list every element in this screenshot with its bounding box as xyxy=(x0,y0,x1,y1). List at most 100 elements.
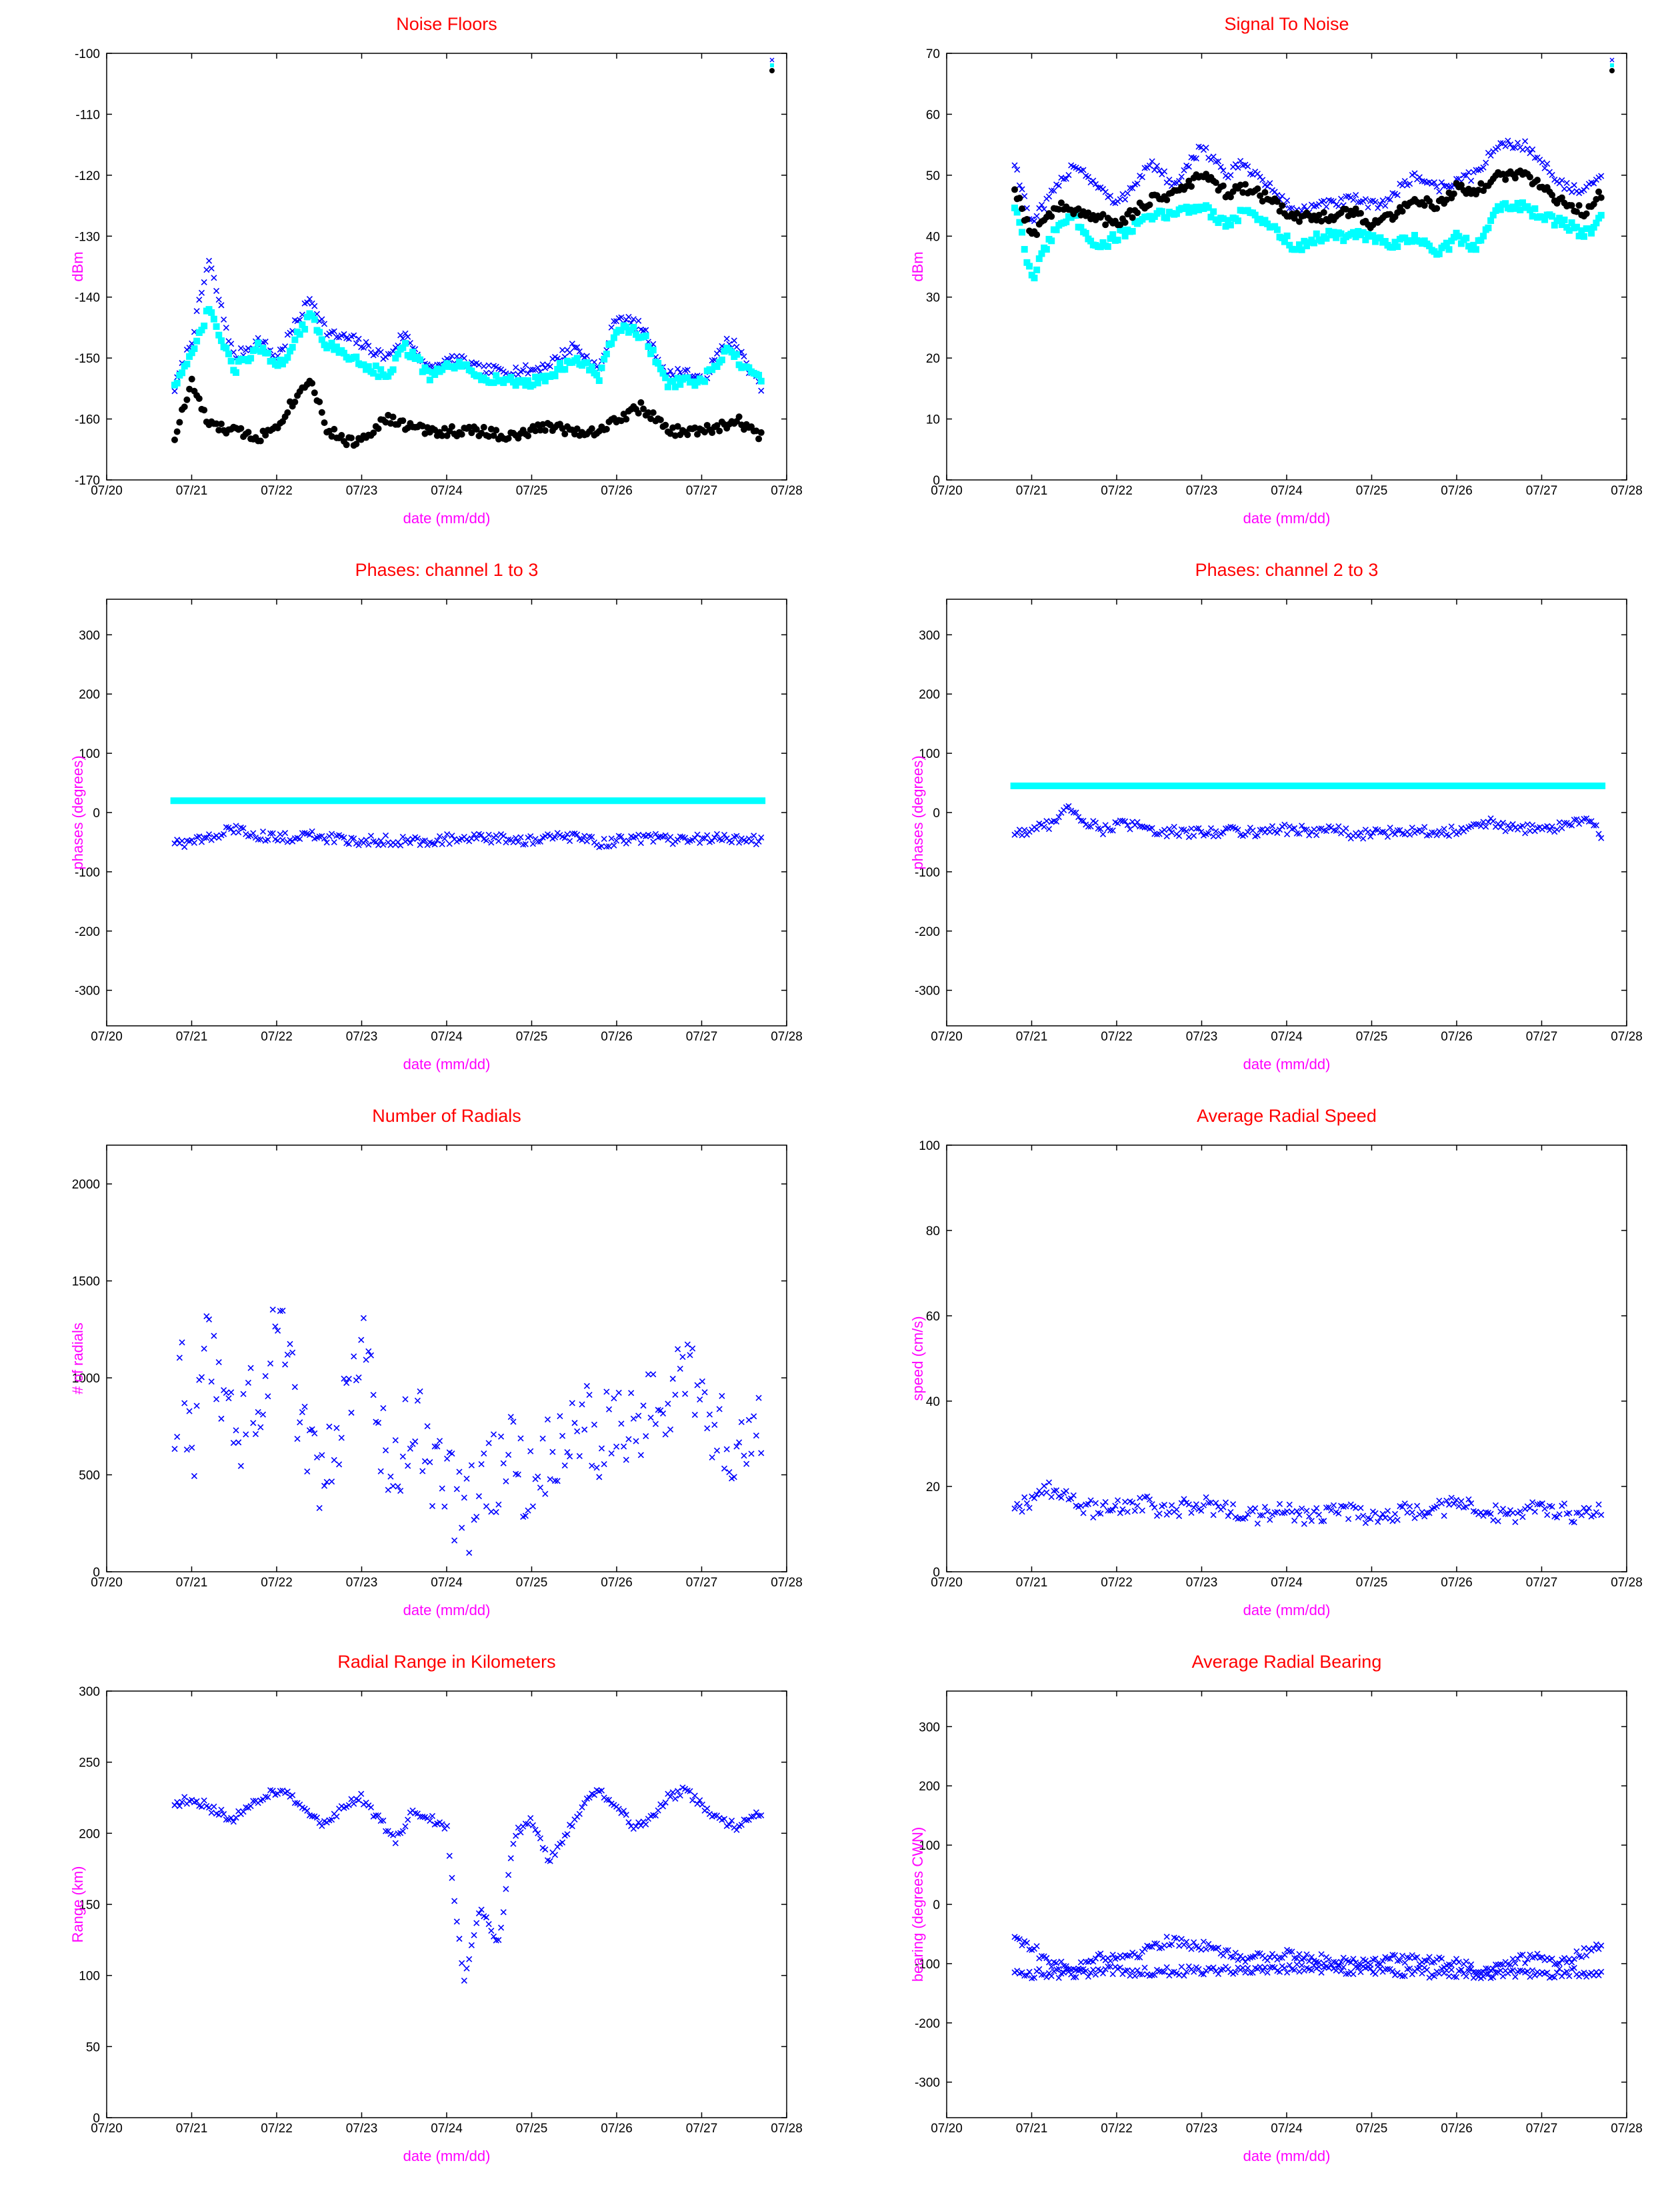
chart-noise: Noise Floors-170-160-150-140-130-120-110… xyxy=(69,14,803,527)
data-point xyxy=(1573,1509,1580,1516)
data-point xyxy=(625,1436,632,1442)
data-point xyxy=(439,1485,445,1492)
data-point xyxy=(517,834,524,841)
data-point xyxy=(1497,140,1504,147)
data-point xyxy=(529,1503,536,1510)
data-point xyxy=(1163,1964,1170,1970)
data-point xyxy=(1515,1955,1521,1962)
data-point xyxy=(1372,199,1379,205)
data-point xyxy=(377,837,384,844)
data-point xyxy=(515,1471,521,1478)
data-point xyxy=(522,1512,529,1519)
data-point xyxy=(1505,1510,1511,1518)
data-point xyxy=(635,317,642,324)
data-point xyxy=(417,842,423,849)
series-0 xyxy=(171,257,765,395)
data-point xyxy=(507,1414,514,1420)
x-tick-label: 07/23 xyxy=(1186,2122,1218,2136)
data-point xyxy=(1295,218,1303,225)
data-point xyxy=(1397,1957,1403,1964)
data-point xyxy=(1279,234,1286,241)
data-point xyxy=(1230,1501,1237,1508)
data-point xyxy=(1423,1958,1430,1964)
data-point xyxy=(399,833,406,840)
data-point xyxy=(331,425,338,433)
data-point xyxy=(1512,144,1519,151)
data-point xyxy=(1065,171,1072,179)
data-point xyxy=(1198,1507,1205,1514)
data-point xyxy=(1357,1968,1364,1976)
data-point xyxy=(1235,1956,1241,1963)
data-point xyxy=(1445,1973,1453,1980)
data-point xyxy=(1011,186,1018,193)
data-point xyxy=(1296,1511,1303,1518)
data-point xyxy=(265,1794,271,1800)
legend-marker xyxy=(769,57,775,63)
data-point xyxy=(218,1806,225,1813)
data-point xyxy=(1019,229,1026,236)
chart-title: Average Radial Speed xyxy=(1197,1106,1377,1126)
data-point xyxy=(1357,1504,1364,1511)
data-point xyxy=(1077,1959,1084,1966)
x-tick-label: 07/26 xyxy=(1441,2122,1473,2136)
data-point xyxy=(1185,834,1192,841)
data-point xyxy=(1273,198,1281,205)
data-point xyxy=(1379,197,1386,204)
data-point xyxy=(1220,1952,1227,1959)
data-point xyxy=(1031,275,1038,282)
data-point xyxy=(733,1826,740,1833)
x-tick-label: 07/21 xyxy=(1016,2122,1048,2136)
data-point xyxy=(1222,1947,1229,1954)
data-point xyxy=(215,297,222,303)
data-point xyxy=(1531,1508,1538,1515)
data-point xyxy=(215,1812,222,1818)
data-point xyxy=(751,833,757,839)
data-point xyxy=(1014,166,1021,173)
data-point xyxy=(1237,181,1244,189)
data-point xyxy=(652,1812,659,1819)
data-point xyxy=(574,344,581,351)
data-point xyxy=(621,1808,627,1814)
data-point xyxy=(1045,193,1053,200)
data-point xyxy=(1134,1967,1141,1974)
series-2 xyxy=(171,375,765,449)
data-point xyxy=(1438,1500,1445,1506)
data-point xyxy=(1315,1964,1323,1970)
data-point xyxy=(221,1810,227,1818)
data-point xyxy=(1121,219,1129,226)
data-point xyxy=(1281,1965,1288,1972)
data-point xyxy=(1153,1940,1161,1947)
data-point xyxy=(542,1490,549,1497)
data-point xyxy=(1245,1510,1251,1518)
data-point xyxy=(684,367,691,373)
data-point xyxy=(1519,1514,1526,1520)
data-point xyxy=(1185,177,1193,185)
data-point xyxy=(297,835,303,843)
data-point xyxy=(1387,1956,1393,1962)
data-point xyxy=(576,1452,583,1460)
data-point xyxy=(1399,1952,1406,1959)
data-point xyxy=(1173,210,1180,217)
data-point xyxy=(525,1820,531,1827)
chart-panel-average-radial-bearing: Average Radial Bearing -300 -200 -100 0 100 20… xyxy=(840,1638,1680,2184)
x-tick-label: 07/22 xyxy=(261,484,293,498)
data-point xyxy=(729,839,735,846)
data-point xyxy=(446,1852,453,1859)
data-point xyxy=(1107,235,1114,242)
data-point xyxy=(493,833,499,839)
data-point xyxy=(407,840,413,847)
data-point xyxy=(490,432,497,439)
plot-frame xyxy=(106,599,787,1027)
data-point xyxy=(1303,1951,1310,1958)
data-point xyxy=(257,836,264,843)
data-point xyxy=(1411,1514,1418,1522)
chart-panel-average-radial-speed: Average Radial Speed 0 20 40 60 80 100 07/20 07/… xyxy=(840,1092,1680,1638)
data-point xyxy=(1553,827,1561,833)
data-point xyxy=(1499,1506,1507,1512)
data-point xyxy=(1097,1950,1104,1957)
data-point xyxy=(633,1823,639,1830)
data-point xyxy=(291,1800,298,1806)
data-point xyxy=(198,1804,205,1810)
data-point xyxy=(1099,211,1107,218)
data-point xyxy=(267,830,274,837)
